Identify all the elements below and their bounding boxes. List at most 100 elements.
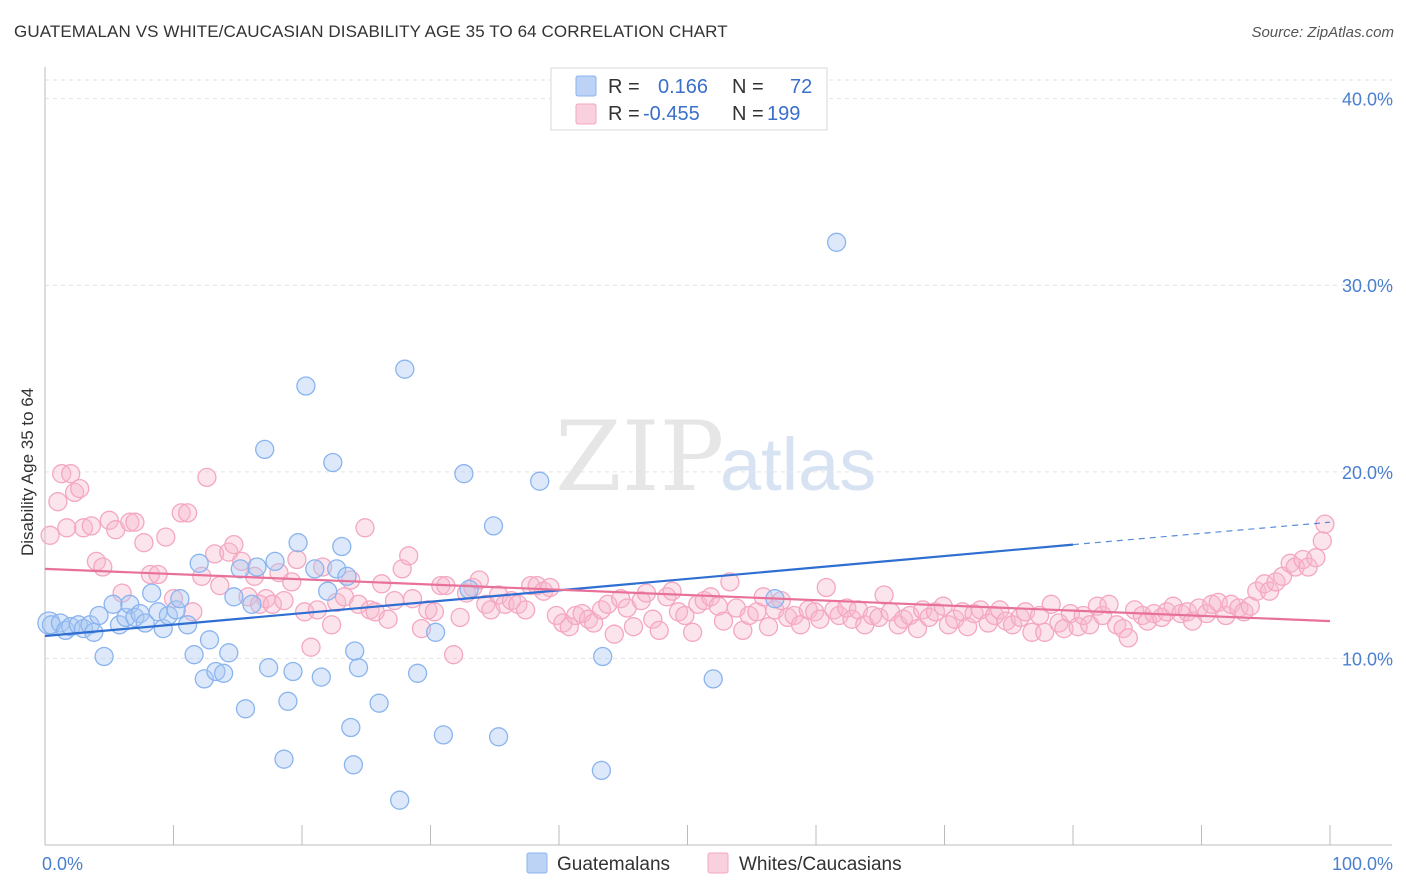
point-whites-116 bbox=[784, 605, 804, 626]
point-guatemalans-66 bbox=[530, 471, 550, 491]
x-tick-label-1: 100.0% bbox=[1332, 854, 1393, 874]
point-guatemalans-61 bbox=[433, 725, 454, 745]
point-guatemalans-41 bbox=[278, 691, 298, 711]
point-whites-168 bbox=[1118, 628, 1138, 648]
point-guatemalans-49 bbox=[327, 559, 347, 579]
stats-legend-box bbox=[550, 67, 828, 131]
point-guatemalans-52 bbox=[341, 717, 361, 738]
point-whites-97 bbox=[662, 581, 682, 601]
point-whites-56 bbox=[399, 546, 419, 566]
point-guatemalans-60 bbox=[425, 622, 446, 642]
point-whites-39 bbox=[287, 549, 307, 570]
chart-title: GUATEMALAN VS WHITE/CAUCASIAN DISABILITY… bbox=[14, 22, 728, 41]
point-whites-63 bbox=[443, 645, 464, 665]
point-guatemalans-58 bbox=[395, 359, 415, 379]
point-whites-198 bbox=[1312, 531, 1332, 551]
point-guatemalans-28 bbox=[199, 630, 220, 650]
point-whites-171 bbox=[1137, 611, 1158, 631]
point-whites-69 bbox=[481, 600, 501, 620]
point-whites-78 bbox=[540, 577, 560, 598]
point-whites-37 bbox=[274, 590, 294, 611]
point-guatemalans-65 bbox=[488, 727, 509, 747]
point-whites-42 bbox=[307, 600, 328, 620]
point-whites-25 bbox=[197, 467, 217, 488]
point-whites-60 bbox=[424, 602, 445, 622]
point-whites-54 bbox=[384, 590, 405, 611]
point-guatemalans-37 bbox=[255, 439, 275, 460]
data-points bbox=[37, 232, 1335, 810]
point-guatemalans-69 bbox=[703, 669, 723, 689]
point-guatemalans-40 bbox=[274, 749, 294, 769]
point-whites-148 bbox=[990, 600, 1010, 620]
trend-line-whites bbox=[44, 567, 1331, 623]
point-guatemalans-59 bbox=[407, 663, 428, 683]
point-whites-22 bbox=[177, 503, 198, 523]
point-guatemalans-10 bbox=[94, 646, 114, 667]
point-whites-7 bbox=[73, 518, 94, 538]
point-whites-173 bbox=[1152, 607, 1172, 628]
point-whites-99 bbox=[675, 605, 695, 626]
point-guatemalans-62 bbox=[454, 464, 474, 484]
point-whites-79 bbox=[546, 605, 567, 626]
point-guatemalans-31 bbox=[219, 643, 239, 663]
point-guatemalans-53 bbox=[343, 755, 364, 775]
point-whites-190 bbox=[1259, 581, 1280, 601]
point-whites-43 bbox=[312, 557, 333, 577]
point-whites-117 bbox=[790, 615, 811, 635]
series-legend-label-whites: Whites/Caucasians bbox=[739, 854, 902, 875]
point-whites-64 bbox=[450, 607, 470, 628]
y-tick-label-0: 10.0% bbox=[1342, 649, 1393, 669]
point-whites-8 bbox=[81, 516, 101, 536]
point-guatemalans-68 bbox=[593, 646, 613, 667]
point-guatemalans-9 bbox=[89, 605, 109, 626]
point-guatemalans-48 bbox=[323, 452, 343, 473]
point-whites-100 bbox=[682, 622, 703, 642]
stats-legend-r-value-0: 0.166 bbox=[658, 76, 708, 98]
axes: 10.0% 20.0% 30.0% 40.0% 0.0% 100.0% bbox=[42, 67, 1393, 874]
stats-legend-swatch-guatemalans bbox=[575, 75, 597, 97]
point-whites-29 bbox=[224, 534, 244, 555]
point-guatemalans-39 bbox=[265, 551, 285, 572]
point-whites-89 bbox=[611, 589, 631, 609]
point-whites-105 bbox=[713, 611, 734, 631]
point-guatemalans-34 bbox=[235, 699, 256, 719]
point-whites-1 bbox=[48, 492, 68, 512]
point-whites-180 bbox=[1196, 603, 1217, 624]
point-whites-16 bbox=[134, 533, 154, 553]
point-whites-74 bbox=[515, 600, 536, 620]
point-guatemalans-30 bbox=[213, 663, 234, 683]
point-whites-41 bbox=[301, 637, 321, 657]
stats-legend-n-value-1: 199 bbox=[767, 103, 800, 125]
stats-legend-n-label-0: N = bbox=[732, 76, 764, 98]
point-guatemalans-44 bbox=[296, 376, 316, 396]
point-whites-106 bbox=[720, 572, 740, 592]
trend-line-extension-guatemalans bbox=[1072, 521, 1331, 546]
point-guatemalans-11 bbox=[103, 594, 123, 614]
series-legend-swatch-whites bbox=[707, 852, 729, 874]
watermark-atlas: atlas bbox=[720, 423, 876, 506]
point-whites-95 bbox=[649, 620, 669, 641]
point-whites-96 bbox=[657, 587, 677, 607]
point-whites-120 bbox=[810, 609, 830, 629]
stats-legend-r-label-0: R = bbox=[608, 76, 640, 98]
point-whites-129 bbox=[869, 607, 889, 628]
point-guatemalans-38 bbox=[258, 658, 279, 678]
stats-legend-n-value-0: 72 bbox=[790, 76, 812, 98]
point-whites-199 bbox=[1315, 514, 1335, 534]
point-whites-165 bbox=[1099, 594, 1119, 614]
point-whites-155 bbox=[1035, 622, 1055, 642]
point-whites-21 bbox=[171, 503, 191, 523]
point-guatemalans-50 bbox=[332, 536, 352, 557]
point-guatemalans-51 bbox=[337, 566, 357, 586]
point-whites-197 bbox=[1306, 548, 1326, 568]
point-guatemalans-23 bbox=[170, 589, 190, 609]
point-whites-6 bbox=[70, 478, 90, 499]
point-guatemalans-64 bbox=[483, 516, 504, 536]
stats-legend-r-value-1: -0.455 bbox=[643, 103, 700, 125]
point-guatemalans-29 bbox=[206, 661, 226, 682]
x-tick-label-0: 0.0% bbox=[42, 854, 83, 874]
point-whites-19 bbox=[156, 527, 176, 547]
point-whites-91 bbox=[623, 617, 644, 637]
point-whites-81 bbox=[559, 617, 579, 637]
